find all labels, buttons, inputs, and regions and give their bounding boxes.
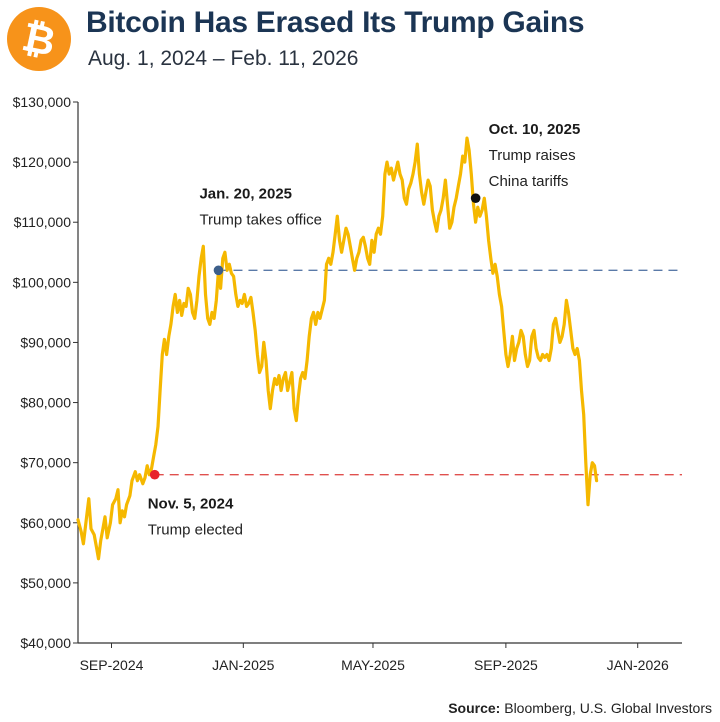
page-subtitle: Aug. 1, 2024 – Feb. 11, 2026 <box>88 47 359 70</box>
y-tick-label: $100,000 <box>13 274 72 290</box>
annotation-date: Nov. 5, 2024 <box>148 496 234 513</box>
header: ₿ Bitcoin Has Erased Its Trump Gains Aug… <box>0 0 720 84</box>
annotation-text: Trump elected <box>148 522 243 539</box>
source-note: Source: Bloomberg, U.S. Global Investors <box>448 700 712 716</box>
annotation-date: Jan. 20, 2025 <box>199 185 292 202</box>
source-text: Bloomberg, U.S. Global Investors <box>504 700 712 716</box>
y-tick-label: $110,000 <box>14 214 72 230</box>
y-tick-label: $120,000 <box>13 154 72 170</box>
y-tick-label: $90,000 <box>20 334 71 350</box>
x-tick-label: SEP-2024 <box>80 657 144 673</box>
annotation-text: Trump raises <box>489 147 576 164</box>
y-tick-label: $70,000 <box>20 455 71 471</box>
y-tick-label: $50,000 <box>20 575 71 591</box>
x-tick-label: MAY-2025 <box>341 657 405 673</box>
annotation-text: China tariffs <box>489 173 569 190</box>
annotation-marker <box>470 193 481 203</box>
y-tick-label: $130,000 <box>13 94 72 110</box>
annotation-text: Trump takes office <box>199 211 322 228</box>
x-tick-label: JAN-2025 <box>212 657 274 673</box>
page-title: Bitcoin Has Erased Its Trump Gains <box>86 6 585 39</box>
x-tick-label: JAN-2026 <box>607 657 669 673</box>
annotation-marker <box>149 469 160 480</box>
bitcoin-logo-icon: ₿ <box>7 7 71 71</box>
annotation-marker <box>213 265 224 276</box>
annotation-date: Oct. 10, 2025 <box>489 121 581 138</box>
source-label: Source: <box>448 700 501 716</box>
x-tick-label: SEP-2025 <box>474 657 538 673</box>
series-line <box>76 136 599 561</box>
y-tick-label: $40,000 <box>20 635 71 651</box>
y-tick-label: $80,000 <box>20 395 71 411</box>
logo-circle <box>7 7 71 71</box>
y-tick-label: $60,000 <box>20 515 71 531</box>
